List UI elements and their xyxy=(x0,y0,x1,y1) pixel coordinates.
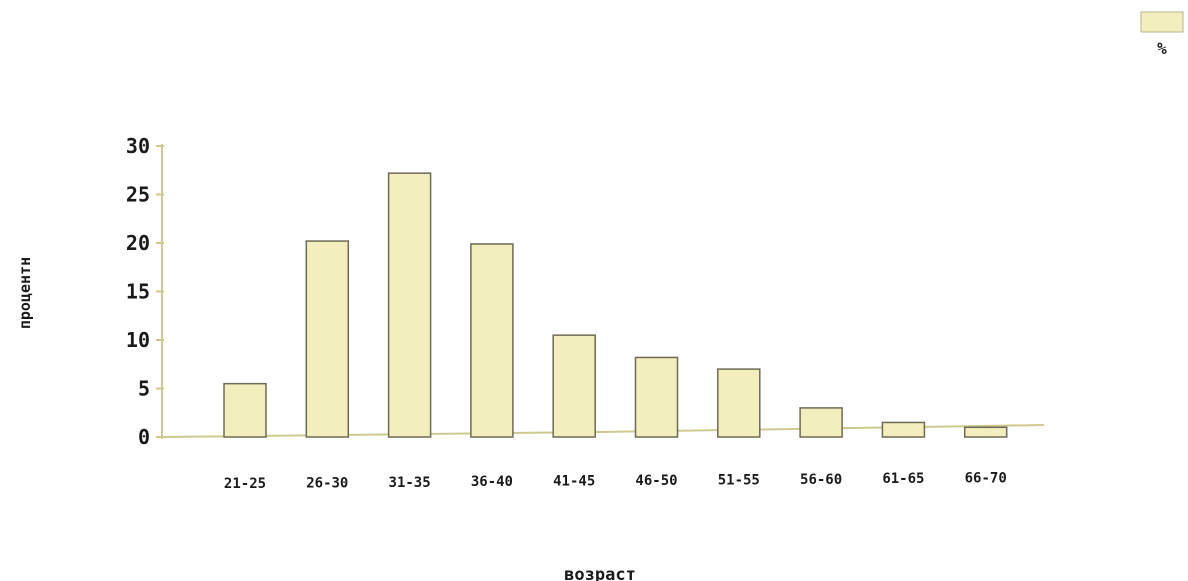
x-tick-label: 31-35 xyxy=(389,475,431,491)
y-tick-label: 25 xyxy=(126,183,150,207)
x-tick-label: 41-45 xyxy=(553,474,595,490)
axes xyxy=(161,144,1045,439)
bar-26-30 xyxy=(305,240,350,438)
bar-56-60 xyxy=(799,407,843,438)
bar-61-65 xyxy=(881,421,926,438)
bar-66-70 xyxy=(963,426,1008,438)
y-tick-label: 0 xyxy=(138,425,150,449)
legend: % xyxy=(1140,11,1184,58)
bars xyxy=(223,172,1008,438)
x-axis-label: возраст xyxy=(564,565,636,581)
bar-41-45 xyxy=(552,334,596,438)
bar-36-40 xyxy=(470,243,514,438)
x-tick-label: 26-30 xyxy=(306,475,348,491)
y-tick-label: 10 xyxy=(126,328,150,352)
y-tick-label: 30 xyxy=(126,134,150,158)
x-tick-label: 51-55 xyxy=(718,472,760,488)
y-tick-labels: 0 5 10 15 20 25 30 xyxy=(126,134,164,449)
bar-46-50 xyxy=(634,356,679,438)
legend-swatch xyxy=(1140,11,1184,33)
x-tick-label: 56-60 xyxy=(800,472,842,488)
x-tick-label: 66-70 xyxy=(965,471,1007,487)
x-tick-label: 21-25 xyxy=(224,476,266,492)
y-tick-label: 5 xyxy=(138,377,150,401)
x-tick-label: 46-50 xyxy=(635,473,677,489)
bar-31-35 xyxy=(387,172,432,438)
y-tick-label: 20 xyxy=(126,231,150,255)
bar-51-55 xyxy=(717,368,761,438)
x-tick-label: 61-65 xyxy=(882,471,924,487)
bar-21-25 xyxy=(223,382,267,438)
x-tick-label: 36-40 xyxy=(471,474,513,490)
y-tick-label: 15 xyxy=(126,280,150,304)
y-axis-label: процентн xyxy=(16,257,34,329)
x-tick-labels: 21-25 26-30 31-35 36-40 41-45 46-50 51-55 56-60… xyxy=(224,471,1007,492)
legend-label: % xyxy=(1157,39,1167,58)
